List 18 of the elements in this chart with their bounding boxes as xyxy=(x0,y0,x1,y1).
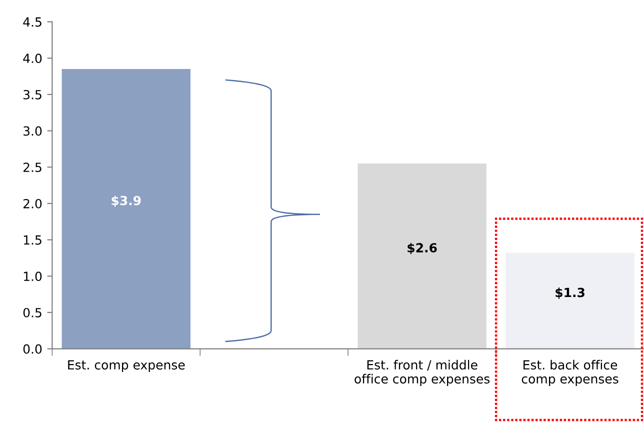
y-tick-label: 4.0 xyxy=(23,54,42,64)
y-tick-label: 3.5 xyxy=(24,90,42,100)
data-label: $3.9 xyxy=(112,196,141,207)
x-tick-label: Est. front / middle office comp expenses xyxy=(354,360,490,386)
y-tick-label: 3.0 xyxy=(24,126,42,136)
y-tick-label: 1.0 xyxy=(24,272,42,282)
data-label: $2.6 xyxy=(408,242,437,254)
x-tick-label: Est. comp expense xyxy=(68,360,185,372)
y-tick-label: 0.5 xyxy=(23,308,42,318)
bar xyxy=(358,164,486,349)
bar xyxy=(62,69,191,349)
y-tick-label: 2.5 xyxy=(23,162,42,172)
x-tick-label: Est. back office comp expenses xyxy=(522,360,618,386)
y-tick-label: 4.5 xyxy=(23,17,42,27)
y-tick-label: 1.5 xyxy=(24,235,42,245)
y-tick-label: 0.0 xyxy=(23,344,42,354)
data-label: $1.3 xyxy=(556,288,584,299)
y-tick-label: 2.0 xyxy=(23,198,42,208)
